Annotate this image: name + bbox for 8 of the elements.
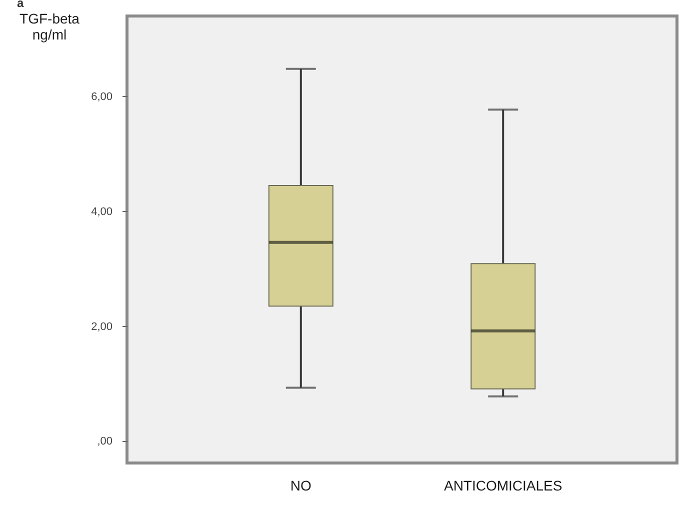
y-tick-label: 4,00 <box>91 206 112 218</box>
x-tick-label: ANTICOMICIALES <box>444 478 562 494</box>
text: a <box>17 0 24 10</box>
y-tick-label: 6,00 <box>91 90 112 103</box>
y-axis-title: TGF-beta ng/ml <box>20 10 80 42</box>
y-tick-label: 2,00 <box>91 320 112 333</box>
x-tick-label: NO <box>290 478 312 494</box>
y-tick-label: ,00 <box>97 436 112 448</box>
